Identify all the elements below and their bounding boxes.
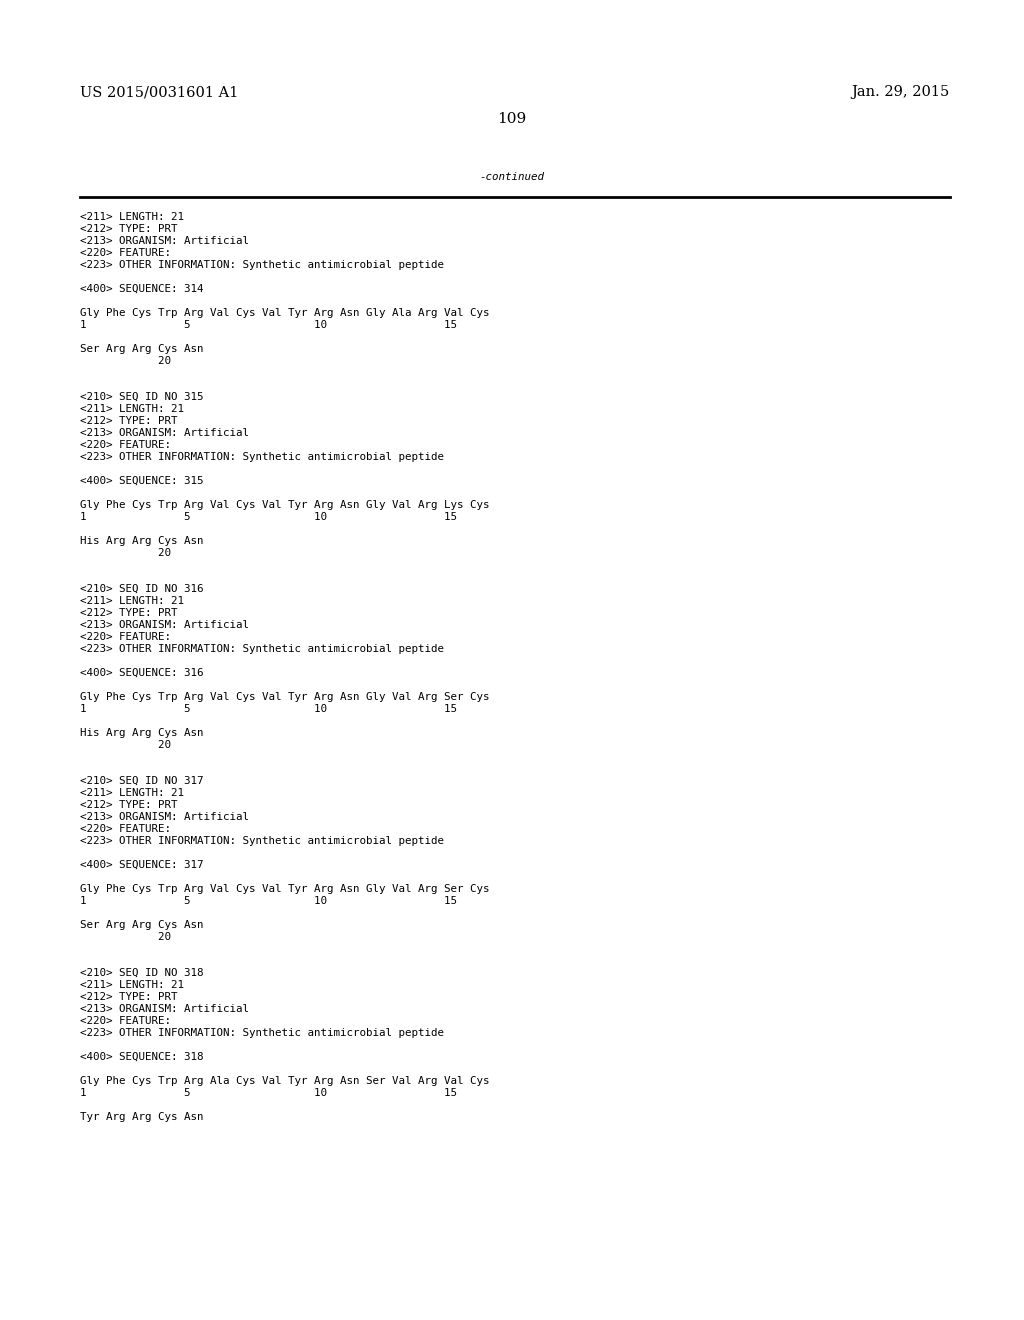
- Text: <213> ORGANISM: Artificial: <213> ORGANISM: Artificial: [80, 620, 249, 630]
- Text: <211> LENGTH: 21: <211> LENGTH: 21: [80, 404, 184, 414]
- Text: <220> FEATURE:: <220> FEATURE:: [80, 1016, 171, 1026]
- Text: <212> TYPE: PRT: <212> TYPE: PRT: [80, 416, 177, 426]
- Text: <212> TYPE: PRT: <212> TYPE: PRT: [80, 800, 177, 810]
- Text: Gly Phe Cys Trp Arg Val Cys Val Tyr Arg Asn Gly Val Arg Lys Cys: Gly Phe Cys Trp Arg Val Cys Val Tyr Arg …: [80, 500, 489, 510]
- Text: <213> ORGANISM: Artificial: <213> ORGANISM: Artificial: [80, 1005, 249, 1014]
- Text: Gly Phe Cys Trp Arg Val Cys Val Tyr Arg Asn Gly Val Arg Ser Cys: Gly Phe Cys Trp Arg Val Cys Val Tyr Arg …: [80, 884, 489, 894]
- Text: <212> TYPE: PRT: <212> TYPE: PRT: [80, 609, 177, 618]
- Text: Jan. 29, 2015: Jan. 29, 2015: [852, 84, 950, 99]
- Text: His Arg Arg Cys Asn: His Arg Arg Cys Asn: [80, 729, 204, 738]
- Text: <212> TYPE: PRT: <212> TYPE: PRT: [80, 224, 177, 234]
- Text: <213> ORGANISM: Artificial: <213> ORGANISM: Artificial: [80, 428, 249, 438]
- Text: <220> FEATURE:: <220> FEATURE:: [80, 824, 171, 834]
- Text: 109: 109: [498, 112, 526, 125]
- Text: <223> OTHER INFORMATION: Synthetic antimicrobial peptide: <223> OTHER INFORMATION: Synthetic antim…: [80, 1028, 444, 1038]
- Text: <400> SEQUENCE: 314: <400> SEQUENCE: 314: [80, 284, 204, 294]
- Text: <210> SEQ ID NO 316: <210> SEQ ID NO 316: [80, 583, 204, 594]
- Text: 1               5                   10                  15: 1 5 10 15: [80, 704, 457, 714]
- Text: <223> OTHER INFORMATION: Synthetic antimicrobial peptide: <223> OTHER INFORMATION: Synthetic antim…: [80, 644, 444, 653]
- Text: 20: 20: [80, 932, 171, 942]
- Text: <220> FEATURE:: <220> FEATURE:: [80, 440, 171, 450]
- Text: <210> SEQ ID NO 318: <210> SEQ ID NO 318: [80, 968, 204, 978]
- Text: US 2015/0031601 A1: US 2015/0031601 A1: [80, 84, 239, 99]
- Text: 1               5                   10                  15: 1 5 10 15: [80, 896, 457, 906]
- Text: <400> SEQUENCE: 315: <400> SEQUENCE: 315: [80, 477, 204, 486]
- Text: <212> TYPE: PRT: <212> TYPE: PRT: [80, 993, 177, 1002]
- Text: <210> SEQ ID NO 317: <210> SEQ ID NO 317: [80, 776, 204, 785]
- Text: <213> ORGANISM: Artificial: <213> ORGANISM: Artificial: [80, 812, 249, 822]
- Text: <211> LENGTH: 21: <211> LENGTH: 21: [80, 213, 184, 222]
- Text: Gly Phe Cys Trp Arg Val Cys Val Tyr Arg Asn Gly Val Arg Ser Cys: Gly Phe Cys Trp Arg Val Cys Val Tyr Arg …: [80, 692, 489, 702]
- Text: 20: 20: [80, 741, 171, 750]
- Text: Ser Arg Arg Cys Asn: Ser Arg Arg Cys Asn: [80, 345, 204, 354]
- Text: -continued: -continued: [479, 172, 545, 182]
- Text: <213> ORGANISM: Artificial: <213> ORGANISM: Artificial: [80, 236, 249, 246]
- Text: Tyr Arg Arg Cys Asn: Tyr Arg Arg Cys Asn: [80, 1111, 204, 1122]
- Text: His Arg Arg Cys Asn: His Arg Arg Cys Asn: [80, 536, 204, 546]
- Text: <223> OTHER INFORMATION: Synthetic antimicrobial peptide: <223> OTHER INFORMATION: Synthetic antim…: [80, 260, 444, 271]
- Text: <223> OTHER INFORMATION: Synthetic antimicrobial peptide: <223> OTHER INFORMATION: Synthetic antim…: [80, 451, 444, 462]
- Text: 1               5                   10                  15: 1 5 10 15: [80, 319, 457, 330]
- Text: <400> SEQUENCE: 316: <400> SEQUENCE: 316: [80, 668, 204, 678]
- Text: <211> LENGTH: 21: <211> LENGTH: 21: [80, 788, 184, 799]
- Text: Gly Phe Cys Trp Arg Val Cys Val Tyr Arg Asn Gly Ala Arg Val Cys: Gly Phe Cys Trp Arg Val Cys Val Tyr Arg …: [80, 308, 489, 318]
- Text: <211> LENGTH: 21: <211> LENGTH: 21: [80, 979, 184, 990]
- Text: <211> LENGTH: 21: <211> LENGTH: 21: [80, 597, 184, 606]
- Text: Gly Phe Cys Trp Arg Ala Cys Val Tyr Arg Asn Ser Val Arg Val Cys: Gly Phe Cys Trp Arg Ala Cys Val Tyr Arg …: [80, 1076, 489, 1086]
- Text: 20: 20: [80, 548, 171, 558]
- Text: 1               5                   10                  15: 1 5 10 15: [80, 512, 457, 521]
- Text: <220> FEATURE:: <220> FEATURE:: [80, 632, 171, 642]
- Text: <220> FEATURE:: <220> FEATURE:: [80, 248, 171, 257]
- Text: <210> SEQ ID NO 315: <210> SEQ ID NO 315: [80, 392, 204, 403]
- Text: <223> OTHER INFORMATION: Synthetic antimicrobial peptide: <223> OTHER INFORMATION: Synthetic antim…: [80, 836, 444, 846]
- Text: Ser Arg Arg Cys Asn: Ser Arg Arg Cys Asn: [80, 920, 204, 931]
- Text: 1               5                   10                  15: 1 5 10 15: [80, 1088, 457, 1098]
- Text: 20: 20: [80, 356, 171, 366]
- Text: <400> SEQUENCE: 317: <400> SEQUENCE: 317: [80, 861, 204, 870]
- Text: <400> SEQUENCE: 318: <400> SEQUENCE: 318: [80, 1052, 204, 1063]
